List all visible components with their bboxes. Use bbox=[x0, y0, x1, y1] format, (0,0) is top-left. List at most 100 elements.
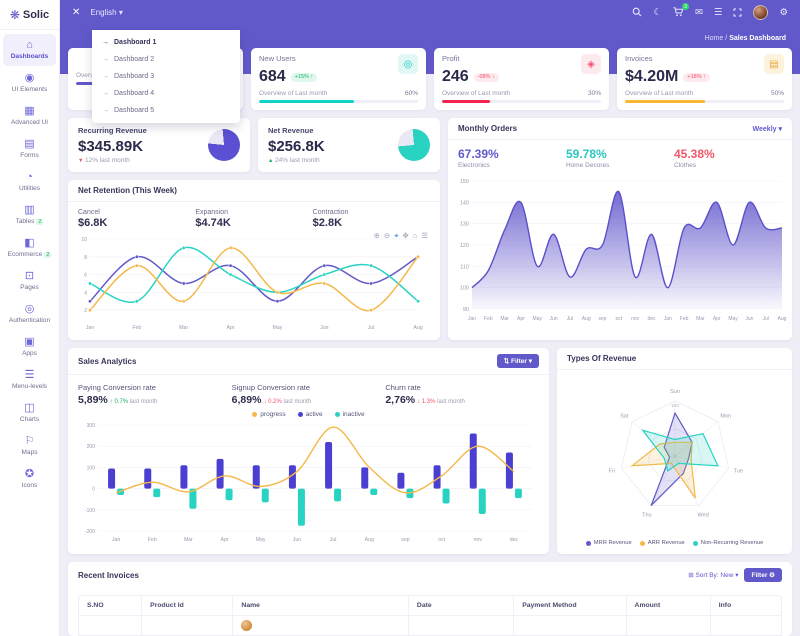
cart-icon[interactable]: 3 bbox=[673, 3, 689, 17]
app-logo[interactable]: ❋ Solic bbox=[0, 0, 59, 30]
selection-zoom-icon[interactable]: ⌖ bbox=[394, 231, 399, 240]
content: ▨Overview of Last month40%New Users◎684+… bbox=[60, 48, 800, 636]
svg-text:4: 4 bbox=[84, 290, 87, 296]
svg-text:May: May bbox=[256, 537, 266, 543]
dropdown-item-dashboard-2[interactable]: → Dashboard 2 bbox=[92, 51, 240, 68]
menu-icon[interactable]: ☰ bbox=[421, 231, 428, 240]
kpi-progress-track bbox=[442, 100, 601, 103]
svg-text:100: 100 bbox=[87, 465, 96, 471]
topbar-actions: ☾ 3 ✉ ☰ ⚙ bbox=[632, 3, 788, 20]
svg-text:110: 110 bbox=[460, 264, 469, 270]
stat-value: $4.74K bbox=[195, 217, 231, 229]
dropdown-item-dashboard-3[interactable]: → Dashboard 3 bbox=[92, 68, 240, 85]
search-icon[interactable] bbox=[632, 7, 642, 17]
legend-active: active bbox=[297, 411, 323, 418]
invoices-filter-button[interactable]: Filter ⚙ bbox=[744, 568, 782, 582]
kpi-progress-fill bbox=[259, 100, 355, 103]
svg-text:90: 90 bbox=[463, 307, 469, 313]
sidebar-item-tables[interactable]: ▥ Tables 2 bbox=[3, 199, 56, 231]
charts-icon: ◫ bbox=[24, 402, 35, 414]
revenue-card-text: Recurring Revenue $345.89K ▼ 12% last mont… bbox=[78, 126, 147, 164]
dark-mode-icon[interactable]: ☾ bbox=[653, 6, 662, 18]
sidebar-item-advanced-ui[interactable]: ▦ Advanced UI bbox=[3, 100, 56, 132]
svg-text:Aug: Aug bbox=[582, 316, 591, 322]
arrow-right-icon: → bbox=[102, 56, 109, 63]
zoom-in-icon[interactable]: ⊕ bbox=[373, 231, 380, 240]
period-selector[interactable]: Weekly ▾ bbox=[752, 125, 782, 133]
svg-text:Jun: Jun bbox=[293, 537, 301, 543]
column-header-product-id: Product Id bbox=[142, 596, 234, 615]
stat-label: Paying Conversion rate bbox=[78, 383, 156, 392]
svg-text:200: 200 bbox=[87, 444, 96, 450]
stat-suffix: last month bbox=[283, 399, 312, 405]
legend-label: inactive bbox=[342, 411, 365, 418]
kpi-progress-track bbox=[259, 100, 418, 103]
sidebar-item-apps[interactable]: ▣ Apps bbox=[3, 331, 56, 363]
breadcrumb-home[interactable]: Home bbox=[704, 34, 724, 42]
dropdown-item-dashboard-1[interactable]: → Dashboard 1 bbox=[92, 34, 240, 51]
dropdown-item-label: Dashboard 2 bbox=[114, 56, 155, 63]
kpi-value: 684 bbox=[259, 68, 286, 85]
main-area: ✕ English ▾ ☾ 3 ✉ ☰ ⚙ Home / Sales Dashb… bbox=[60, 0, 800, 636]
fullscreen-icon[interactable] bbox=[733, 8, 742, 17]
trend-up-icon: ▲ bbox=[268, 158, 275, 164]
svg-text:0: 0 bbox=[673, 454, 676, 460]
stat-label: Signup Conversion rate bbox=[231, 383, 311, 392]
sidebar-item-authentication[interactable]: ◎ Authentication bbox=[3, 298, 56, 330]
sidebar-item-utilities[interactable]: ◔ Utilities bbox=[3, 166, 56, 198]
filter-button[interactable]: ⇅ Filter ▾ bbox=[496, 354, 539, 368]
legend-label: Non-Recurring Revenue bbox=[700, 540, 764, 546]
svg-text:Apr: Apr bbox=[713, 316, 721, 322]
net-retention-card: Net Retention (This Week) Cancel $6.8K Exp… bbox=[68, 180, 440, 340]
language-selector[interactable]: English ▾ bbox=[90, 7, 123, 17]
authentication-icon: ◎ bbox=[24, 303, 35, 315]
user-avatar[interactable] bbox=[753, 4, 769, 20]
legend-dot bbox=[334, 412, 340, 417]
sidebar-item-ui-elements[interactable]: ◉ UI Elements bbox=[3, 67, 56, 99]
svg-text:Aug: Aug bbox=[365, 537, 374, 543]
svg-text:Aug: Aug bbox=[413, 325, 422, 331]
trend-down-delta: ↓ 1.3% bbox=[417, 399, 438, 405]
revenue-card-delta: ▲ 24% last month bbox=[268, 157, 320, 164]
table-row[interactable] bbox=[79, 615, 781, 635]
sidebar-item-menu-levels[interactable]: ☰ Menu-levels bbox=[3, 364, 56, 396]
sidebar-item-icons[interactable]: ✪ Icons bbox=[3, 463, 56, 495]
svg-text:-200: -200 bbox=[85, 529, 95, 535]
close-icon[interactable]: ✕ bbox=[72, 6, 81, 18]
table-cell bbox=[408, 615, 515, 635]
legend-dot bbox=[252, 412, 258, 417]
sidebar-item-ecommerce[interactable]: ◧ Ecommerce 2 bbox=[3, 232, 56, 264]
hamburger-icon[interactable]: ☰ bbox=[713, 6, 723, 18]
stat-value: $6.8K bbox=[78, 217, 108, 229]
monthly-orders-area-chart: 90 100 110 120 130 140 150 Jan Feb Mar Apr May Jun Ju… bbox=[460, 179, 787, 322]
sort-by-selector[interactable]: ⊞ Sort By: New ▾ bbox=[688, 572, 739, 579]
types-of-revenue-title: Types Of Revenue bbox=[567, 354, 637, 363]
svg-text:Feb: Feb bbox=[132, 325, 141, 331]
kpi-card-new-users: New Users ◎ 684 +15% ↑ Overview of Last mont… bbox=[251, 48, 426, 110]
column-header-info: Info bbox=[710, 596, 781, 615]
sidebar-item-forms[interactable]: ▤ Forms bbox=[3, 133, 56, 165]
sidebar-item-pages[interactable]: ⊡ Pages bbox=[3, 265, 56, 297]
gear-icon[interactable]: ⚙ bbox=[779, 6, 788, 18]
kpi-card-top: Profit ◈ bbox=[442, 54, 601, 74]
dropdown-item-dashboard-4[interactable]: → Dashboard 4 bbox=[92, 85, 240, 102]
kpi-subrow: Overview of Last month 60% bbox=[259, 90, 418, 97]
kpi-title: Invoices bbox=[625, 54, 653, 63]
mail-icon[interactable]: ✉ bbox=[694, 6, 703, 18]
ecommerce-icon: ◧ bbox=[24, 237, 35, 249]
svg-text:150: 150 bbox=[460, 179, 469, 185]
sidebar-item-dashboards[interactable]: ⌂ Dashboards bbox=[3, 34, 56, 66]
home-reset-icon[interactable]: ⌂ bbox=[412, 231, 418, 240]
zoom-out-icon[interactable]: ⊖ bbox=[383, 231, 391, 240]
revenue-card-title: Recurring Revenue bbox=[78, 126, 147, 135]
pan-icon[interactable]: ✥ bbox=[402, 231, 409, 240]
dropdown-item-dashboard-5[interactable]: → Dashboard 5 bbox=[92, 102, 240, 119]
stat-value: 5,89% bbox=[78, 394, 108, 406]
icons-icon: ✪ bbox=[24, 468, 35, 480]
sidebar-item-charts[interactable]: ◫ Charts bbox=[3, 397, 56, 429]
kpi-card-invoices: Invoices ▤ $4.20M +18% ↑ Overview of Last mo… bbox=[617, 48, 792, 110]
kpi-value: $4.20M bbox=[625, 68, 679, 85]
kpi-title: New Users bbox=[259, 54, 296, 63]
svg-text:Mon: Mon bbox=[720, 414, 731, 420]
sidebar-item-maps[interactable]: ⚐ Maps bbox=[3, 430, 56, 462]
